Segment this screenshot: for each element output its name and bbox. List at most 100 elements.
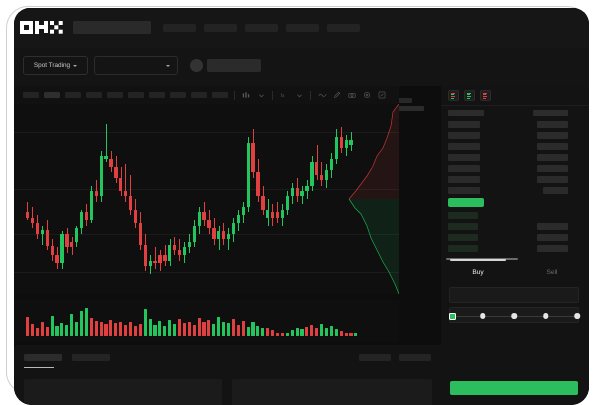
- volume-bar: [329, 325, 333, 336]
- order-book-ask-amount[interactable]: [537, 176, 568, 183]
- nav-item-active[interactable]: [73, 21, 151, 34]
- tab-sell[interactable]: Sell: [515, 263, 589, 281]
- toolbar-divider: [272, 90, 273, 100]
- order-book-ask-price[interactable]: [448, 176, 480, 183]
- order-book-bid-price[interactable]: [448, 223, 478, 230]
- volume-histogram[interactable]: [14, 300, 399, 342]
- candlestick-chart[interactable]: [14, 104, 399, 294]
- candlestick: [35, 104, 40, 294]
- order-book-ask-amount[interactable]: [537, 132, 568, 139]
- orderbook-mixed-icon[interactable]: [448, 90, 459, 101]
- candlestick: [79, 104, 84, 294]
- volume-bar: [30, 324, 35, 336]
- nav-item-3[interactable]: [204, 24, 237, 32]
- order-book-ask-price[interactable]: [448, 132, 480, 139]
- order-book-ask-amount[interactable]: [537, 154, 568, 161]
- candlestick: [128, 104, 133, 294]
- volume-bar: [295, 328, 299, 336]
- orders-tab-active-underline: [24, 367, 54, 369]
- submit-buy-button[interactable]: [450, 381, 578, 395]
- timeframe-button-10[interactable]: [212, 92, 228, 98]
- timeframe-button-2[interactable]: [44, 92, 60, 98]
- slider-stop-100[interactable]: [574, 313, 580, 319]
- order-book-ask-price[interactable]: [448, 154, 480, 161]
- order-book-bid-amount[interactable]: [537, 223, 568, 230]
- volume-bar: [256, 325, 260, 336]
- order-form-panel: Buy Sell: [441, 259, 589, 405]
- orders-tab-open[interactable]: [24, 354, 62, 361]
- nav-item-4[interactable]: [245, 24, 278, 32]
- chart-type-icon[interactable]: [241, 90, 251, 100]
- volume-bar: [182, 323, 186, 336]
- wave-icon[interactable]: [317, 90, 327, 100]
- volume-bar: [163, 325, 167, 336]
- chart-gridline: [14, 189, 399, 190]
- price-input[interactable]: [449, 287, 579, 303]
- orders-action-2[interactable]: [399, 354, 431, 361]
- order-book-bid-price[interactable]: [448, 234, 478, 241]
- draw-pencil-icon[interactable]: [332, 90, 342, 100]
- order-book-bid-price[interactable]: [448, 212, 478, 219]
- camera-icon[interactable]: [347, 90, 357, 100]
- order-book-panel: [441, 86, 589, 263]
- nav-item-5[interactable]: [286, 24, 319, 32]
- timeframe-button-6[interactable]: [128, 92, 144, 98]
- trading-mode-select[interactable]: Spot Trading: [23, 56, 88, 75]
- candlestick: [285, 104, 290, 294]
- timeframe-button-5[interactable]: [107, 92, 123, 98]
- order-book-ask-price[interactable]: [448, 165, 480, 172]
- volume-bar: [212, 324, 216, 336]
- order-book-ask-amount[interactable]: [537, 143, 568, 150]
- tab-buy[interactable]: Buy: [441, 259, 515, 281]
- candlestick: [94, 104, 98, 294]
- slider-stop-50[interactable]: [511, 313, 517, 319]
- candlestick: [84, 104, 89, 294]
- order-book-ask-amount[interactable]: [537, 165, 568, 172]
- timeframe-button-3[interactable]: [65, 92, 81, 98]
- order-book-bid-amount[interactable]: [537, 245, 568, 252]
- orderbook-asks-icon[interactable]: [480, 90, 491, 101]
- order-book-ask-price[interactable]: [448, 143, 480, 150]
- orders-tab-history[interactable]: [72, 354, 110, 361]
- chart-gridline: [14, 234, 399, 235]
- chevron-down-icon[interactable]: [256, 90, 266, 100]
- candlestick: [50, 104, 54, 294]
- slider-stop-75[interactable]: [542, 313, 549, 319]
- order-book-ask-price[interactable]: [448, 121, 480, 128]
- settings-gear-icon[interactable]: [362, 90, 372, 100]
- coin-avatar: [190, 59, 203, 72]
- orders-action-1[interactable]: [359, 354, 391, 361]
- volume-bar: [173, 324, 177, 336]
- candlestick: [202, 104, 206, 294]
- volume-bar: [138, 324, 142, 336]
- candlestick: [256, 104, 260, 294]
- order-book-bid-price[interactable]: [448, 245, 478, 252]
- order-book-ask-amount[interactable]: [543, 187, 568, 194]
- amount-percent-slider[interactable]: [449, 312, 580, 320]
- candlestick: [143, 104, 147, 294]
- candlestick: [173, 104, 177, 294]
- timeframe-button-1[interactable]: [23, 92, 39, 98]
- timeframe-button-7[interactable]: [149, 92, 165, 98]
- trading-pair-select[interactable]: [94, 56, 178, 75]
- chevron-down-icon[interactable]: [294, 90, 304, 100]
- timeframe-button-4[interactable]: [86, 92, 102, 98]
- timeframe-button-8[interactable]: [170, 92, 186, 98]
- candlestick: [349, 104, 353, 294]
- order-book-bid-amount[interactable]: [537, 234, 568, 241]
- orderbook-bids-icon[interactable]: [464, 90, 475, 101]
- nav-item-6[interactable]: [327, 24, 360, 32]
- timeframe-button-9[interactable]: [191, 92, 207, 98]
- slider-stop-25[interactable]: [479, 313, 486, 319]
- fullscreen-icon[interactable]: [377, 90, 387, 100]
- okx-logo-icon[interactable]: [20, 20, 64, 34]
- nav-item-2[interactable]: [163, 24, 196, 32]
- volume-bar: [324, 328, 329, 336]
- order-book-ask-amount[interactable]: [537, 121, 568, 128]
- orders-panel-tabs: [24, 354, 110, 361]
- slider-stop-0[interactable]: [449, 312, 456, 320]
- candlestick: [334, 104, 339, 294]
- order-book-ask-price[interactable]: [448, 187, 480, 194]
- order-side-tabs: Buy Sell: [441, 259, 589, 281]
- indicators-icon[interactable]: fx: [279, 90, 289, 100]
